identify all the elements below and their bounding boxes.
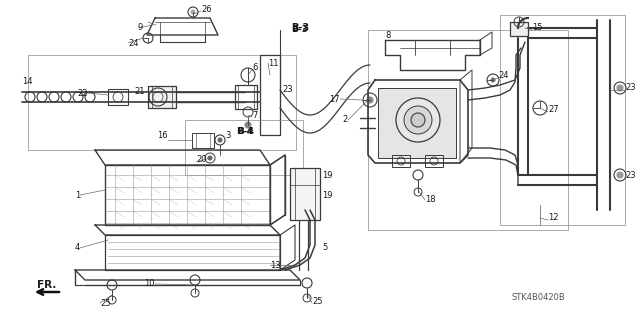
Text: STK4B0420B: STK4B0420B (511, 293, 565, 302)
Text: 25: 25 (312, 298, 323, 307)
Bar (425, 155, 443, 167)
Text: 9: 9 (138, 24, 143, 33)
Text: B-4: B-4 (237, 127, 254, 136)
Bar (510, 22, 528, 36)
Text: 24: 24 (498, 71, 509, 80)
Text: 19: 19 (322, 190, 333, 199)
Circle shape (617, 172, 623, 178)
Circle shape (491, 78, 495, 82)
Text: 26: 26 (201, 4, 212, 13)
Bar (260, 55, 280, 135)
Bar (108, 89, 128, 105)
Bar (368, 30, 568, 230)
Circle shape (404, 106, 432, 134)
Bar (392, 155, 410, 167)
Bar (290, 168, 320, 220)
Text: 22: 22 (77, 88, 88, 98)
Text: 12: 12 (548, 213, 559, 222)
Circle shape (367, 97, 373, 103)
Text: 23: 23 (625, 170, 636, 180)
Circle shape (411, 113, 425, 127)
Text: 18: 18 (425, 196, 436, 204)
Text: FR.: FR. (37, 280, 57, 290)
Bar (28, 55, 296, 150)
Text: 16: 16 (157, 131, 168, 140)
Text: 20: 20 (196, 155, 207, 165)
Text: 11: 11 (268, 58, 278, 68)
Text: 23: 23 (282, 85, 292, 94)
Text: 3: 3 (225, 130, 230, 139)
Text: 24: 24 (128, 39, 138, 48)
Text: B-4: B-4 (236, 127, 253, 136)
Text: 14: 14 (22, 78, 33, 86)
Text: B-3: B-3 (291, 23, 309, 33)
Text: 6: 6 (252, 63, 257, 72)
Text: 7: 7 (252, 110, 257, 120)
Text: 19: 19 (322, 170, 333, 180)
Text: 1: 1 (75, 190, 80, 199)
Circle shape (218, 138, 222, 142)
Circle shape (305, 206, 309, 210)
Bar (185, 120, 303, 175)
Bar (235, 85, 257, 109)
Text: 23: 23 (625, 84, 636, 93)
Bar (500, 15, 625, 225)
Circle shape (245, 122, 251, 128)
Text: 21: 21 (134, 87, 145, 97)
Text: 27: 27 (548, 106, 559, 115)
Circle shape (191, 10, 195, 14)
Circle shape (617, 85, 623, 91)
Text: 4: 4 (75, 243, 80, 253)
Circle shape (208, 156, 212, 160)
Bar (378, 88, 456, 158)
Text: 2: 2 (343, 115, 348, 124)
Text: 5: 5 (322, 243, 327, 253)
Text: 25: 25 (100, 299, 111, 308)
Text: 15: 15 (532, 24, 543, 33)
Text: 17: 17 (330, 94, 340, 103)
Circle shape (396, 98, 440, 142)
Text: 10: 10 (145, 279, 155, 288)
Text: 8: 8 (385, 31, 390, 40)
Bar (192, 133, 214, 148)
Text: B-3: B-3 (291, 26, 308, 34)
Text: 13: 13 (270, 261, 280, 270)
Bar (148, 86, 176, 108)
